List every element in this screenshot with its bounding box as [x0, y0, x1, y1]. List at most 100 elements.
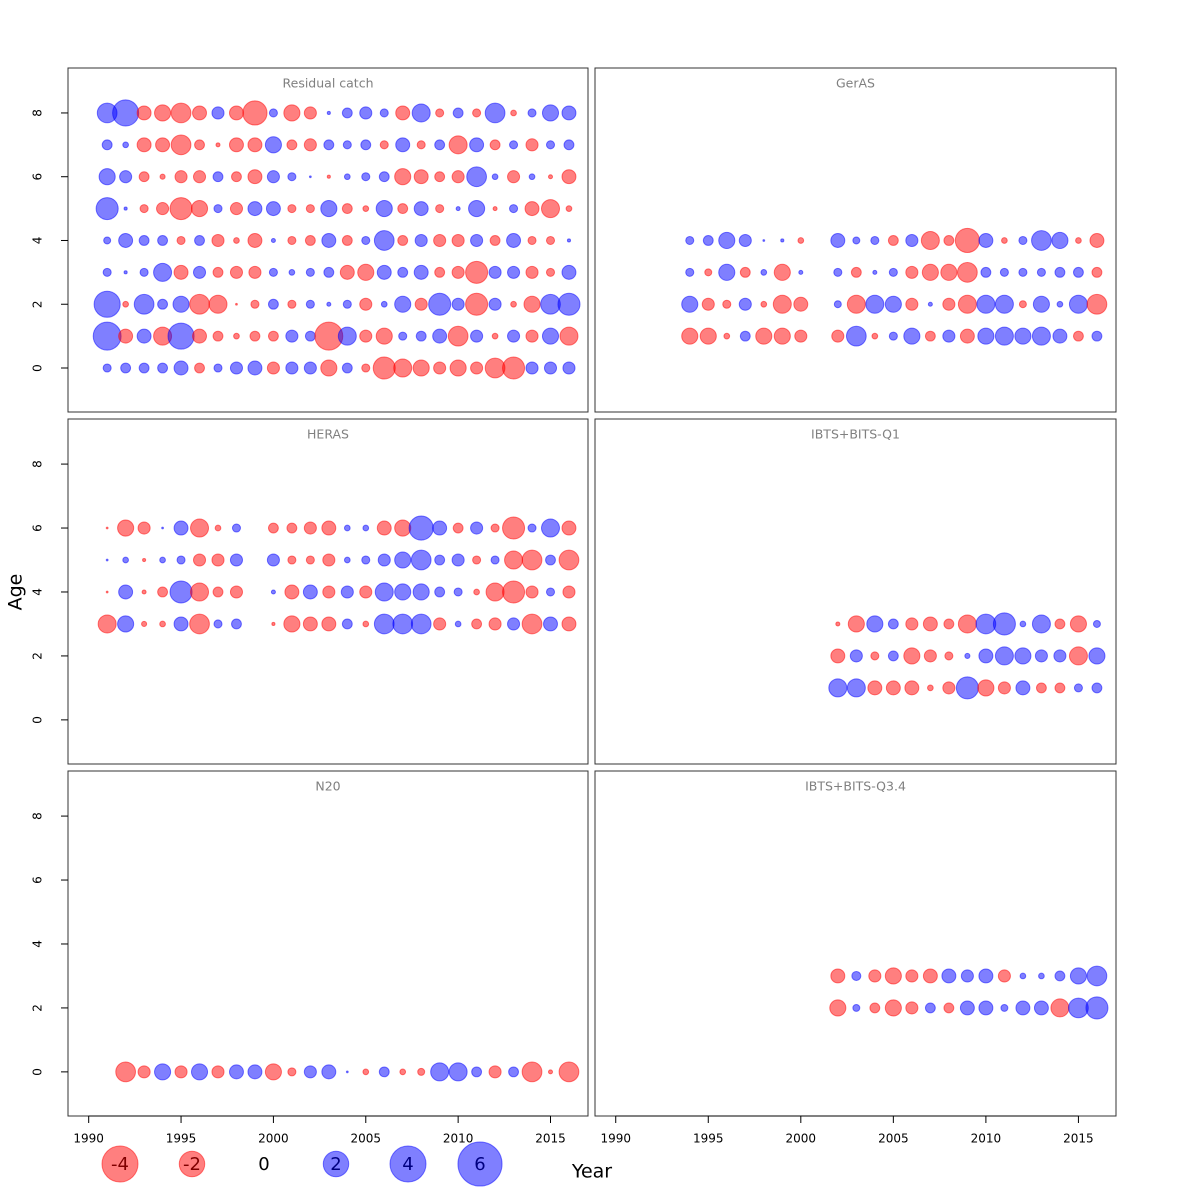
bubble — [266, 170, 280, 184]
bubble — [957, 614, 977, 634]
bubble — [303, 521, 317, 535]
bubble — [362, 524, 370, 532]
legend-bubble — [322, 1150, 350, 1178]
bubble — [722, 299, 732, 309]
bubble — [176, 555, 186, 565]
bubble — [455, 206, 461, 212]
bubble — [849, 649, 863, 663]
bubble — [433, 233, 447, 248]
bubble — [904, 680, 920, 696]
bubble — [1069, 615, 1087, 633]
y-tick-label: 6 — [31, 876, 45, 884]
bubble — [211, 1065, 225, 1079]
bubble — [92, 321, 122, 351]
bubble — [1086, 293, 1108, 315]
legend-label: 2 — [330, 1154, 341, 1175]
bubble — [502, 356, 526, 380]
bubble — [286, 522, 298, 534]
bubble — [379, 140, 389, 150]
bubble — [320, 359, 338, 377]
bubble — [701, 297, 715, 311]
bubble — [510, 109, 517, 117]
bubble — [964, 652, 971, 659]
bubble — [470, 233, 484, 248]
bubble — [484, 357, 506, 379]
bubble — [414, 297, 428, 311]
bubble — [286, 139, 298, 151]
bubble — [359, 297, 373, 311]
bubble — [521, 549, 543, 571]
bubble — [305, 267, 315, 277]
legend-label: -2 — [183, 1154, 201, 1175]
bubble — [271, 621, 276, 627]
bubble — [1036, 267, 1046, 277]
bubble — [738, 297, 752, 311]
bubble — [304, 330, 316, 342]
bubble — [248, 265, 262, 279]
y-tick-label: 2 — [31, 1004, 45, 1012]
legend-bubble — [389, 1145, 427, 1183]
panel-title: IBTS+BITS-Q1 — [811, 427, 900, 442]
bubble — [545, 140, 556, 150]
bubble — [169, 580, 193, 604]
bubble — [846, 678, 866, 698]
bubble — [435, 108, 445, 118]
bubble — [192, 105, 207, 121]
bubble — [541, 327, 560, 345]
bubble — [488, 297, 502, 311]
bubble — [170, 102, 192, 124]
bubble — [397, 203, 409, 215]
bubble — [829, 999, 847, 1017]
bubble — [884, 999, 902, 1017]
bubble — [561, 264, 577, 280]
bubble — [122, 141, 129, 149]
bubble — [1034, 649, 1048, 663]
bubble — [267, 522, 279, 534]
bubble — [488, 1065, 502, 1079]
bubble — [373, 613, 395, 635]
bubble — [97, 614, 117, 634]
bubble — [994, 326, 1014, 346]
bubble — [561, 616, 577, 632]
bubble — [472, 108, 482, 118]
y-tick-label: 6 — [31, 173, 45, 181]
bubble — [760, 300, 768, 308]
panel-title: Residual catch — [283, 76, 374, 91]
bubble — [213, 204, 223, 214]
bubble — [507, 617, 521, 631]
x-axis-label: Year — [571, 1161, 612, 1183]
bubble — [921, 263, 939, 281]
bubble — [492, 206, 498, 212]
bubble — [525, 329, 539, 343]
bubble — [190, 200, 209, 218]
bubble — [920, 230, 940, 250]
y-tick-label: 2 — [31, 652, 45, 660]
bubble — [343, 173, 351, 181]
bubble — [866, 615, 884, 633]
bubble — [922, 968, 938, 984]
bubble — [1035, 682, 1047, 694]
bubble — [559, 326, 579, 346]
bubble — [563, 139, 575, 151]
bubble — [190, 582, 210, 602]
bubble — [410, 613, 432, 635]
bubble — [285, 329, 299, 343]
bubble — [1001, 237, 1008, 244]
bubble — [194, 235, 205, 246]
bubble — [448, 135, 468, 155]
bubble — [360, 139, 372, 151]
panel-title: IBTS+BITS-Q3.4 — [805, 779, 906, 794]
bubble — [543, 361, 558, 375]
bubble — [157, 235, 169, 246]
bubble — [190, 1063, 209, 1081]
bubble — [228, 137, 244, 153]
bubble — [975, 613, 997, 635]
bubble — [434, 139, 446, 151]
bubble — [524, 201, 540, 217]
bubble — [138, 171, 150, 183]
bubble — [378, 1066, 390, 1078]
bubble — [562, 585, 576, 599]
bubble — [154, 104, 172, 122]
bubble — [155, 137, 171, 153]
bubble — [471, 1066, 483, 1078]
